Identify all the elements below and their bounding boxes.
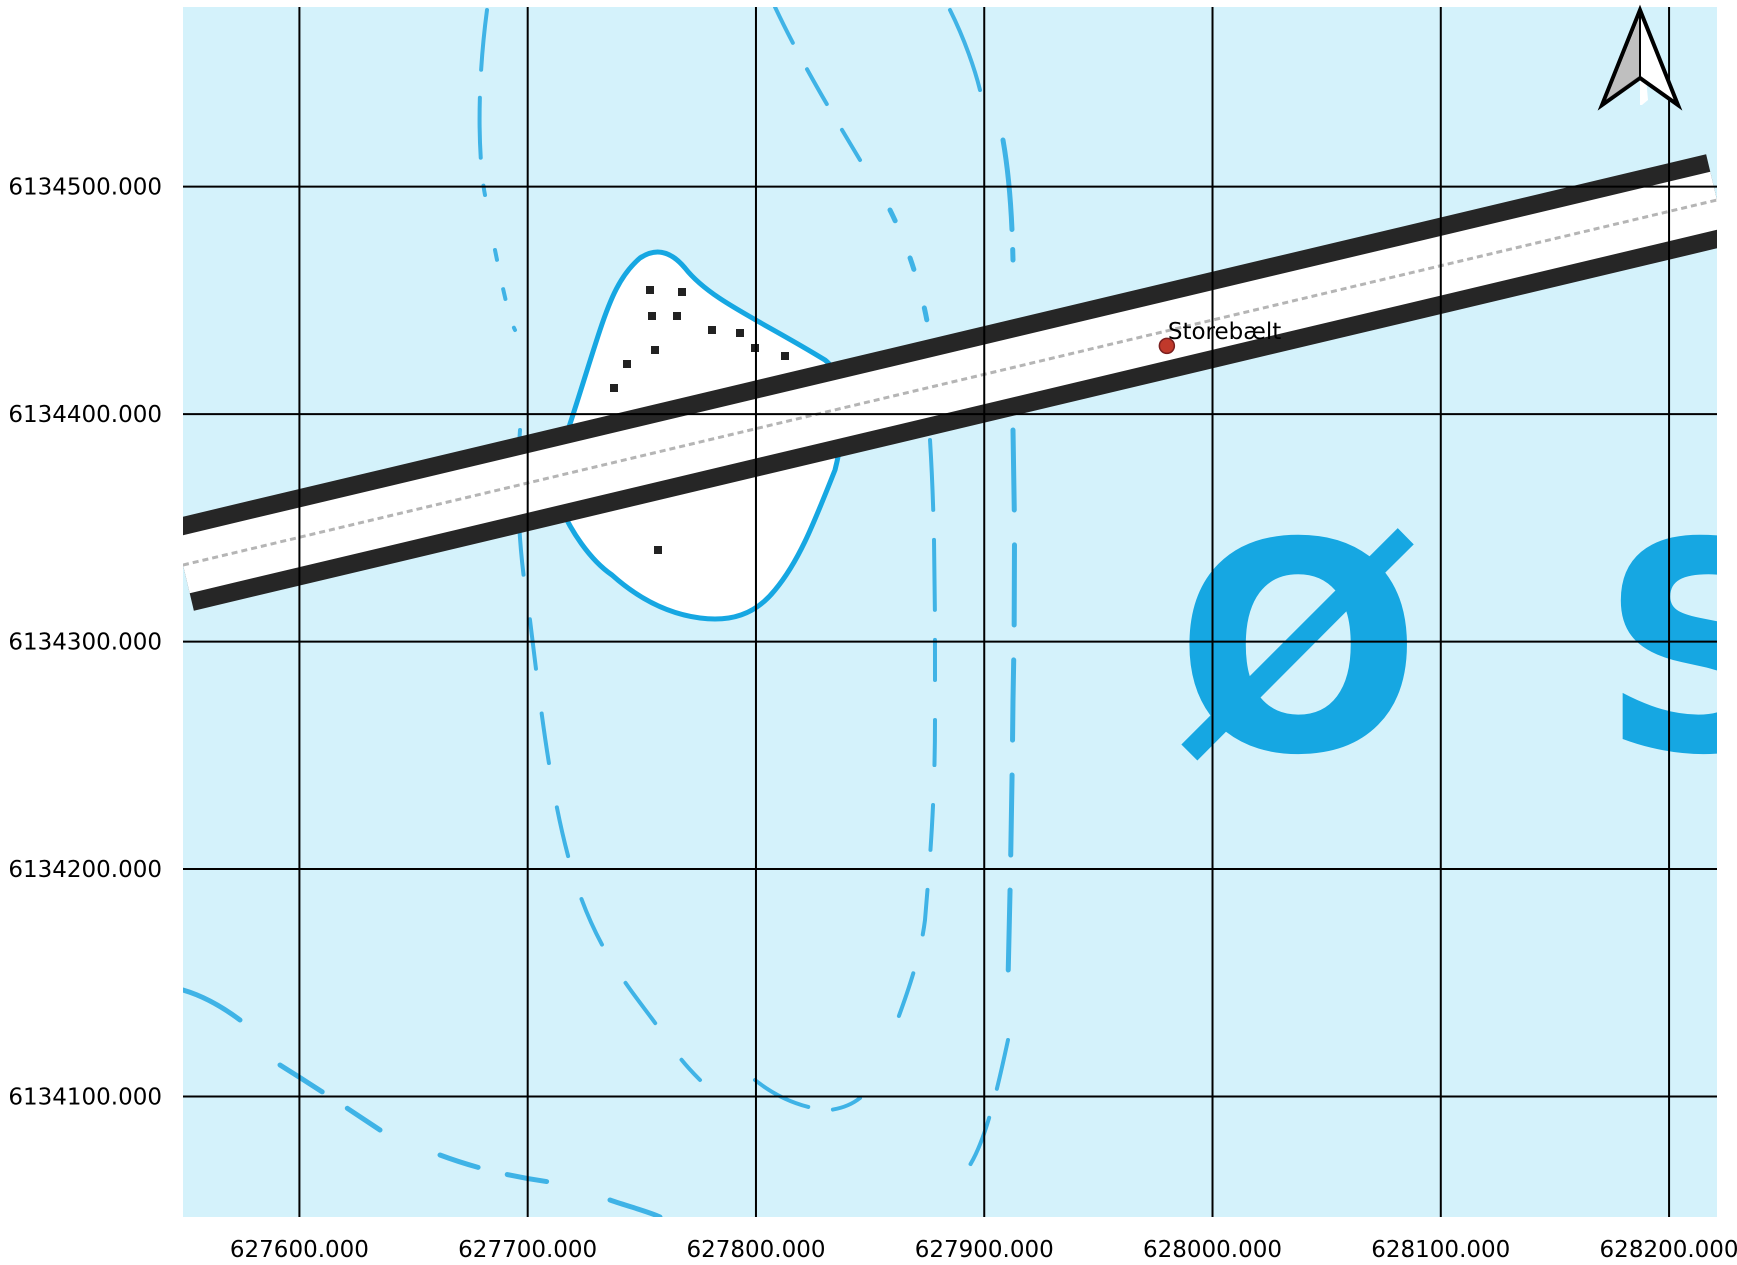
x-tick-label: 628000.000 [1143,1237,1282,1263]
y-tick-label: 6134400.000 [8,402,162,428]
x-tick-label: 627600.000 [230,1237,369,1263]
depth-contour [888,718,937,1042]
rock-mark [708,326,716,334]
depth-contour [516,428,702,1082]
depth-contour [968,1038,1010,1167]
sea-name-glyph: S [1600,482,1737,819]
rock-mark [781,352,789,360]
place-marker[interactable] [1158,337,1176,355]
rock-mark [673,312,681,320]
x-tick-label: 627800.000 [686,1237,825,1263]
x-tick-label: 627700.000 [458,1237,597,1263]
north-arrow-icon [1597,4,1683,111]
depth-contour [1000,137,1016,263]
rock-mark [623,360,631,368]
x-axis-labels: 627600.000 627700.000 627800.000 627900.000… [230,1237,1737,1263]
rock-mark [654,546,662,554]
map-layers: Ø S Storebælt [183,7,1737,1217]
x-tick-label: 628100.000 [1371,1237,1510,1263]
depth-contour [437,1152,553,1185]
sea-area [183,7,1717,1217]
great-belt-bridge [183,154,1717,611]
x-tick-label: 628200.000 [1600,1237,1737,1263]
sea-name-glyph: Ø [1175,482,1422,819]
rock-mark [646,286,654,294]
y-tick-label: 6134300.000 [8,630,162,656]
depth-contours [183,7,1017,1217]
depth-contour [183,987,243,1023]
depth-contour [1005,427,1017,983]
rock-mark [678,288,686,296]
y-tick-label: 6134200.000 [8,857,162,883]
depth-contour [773,7,862,162]
y-tick-label: 6134100.000 [8,1084,162,1110]
depth-contour [753,1078,862,1113]
rock-mark [651,346,659,354]
coordinate-grid [183,7,1717,1217]
depth-contour [277,1062,383,1133]
depth-contour [477,8,489,197]
y-tick-label: 6134500.000 [8,175,162,201]
depth-contour [607,1197,663,1217]
rock-mark [736,329,744,337]
x-tick-label: 627900.000 [915,1237,1054,1263]
place-label: Storebælt [1168,319,1281,345]
rock-mark [610,384,618,392]
depth-contour [493,248,517,332]
depth-contour [948,8,982,92]
y-axis-labels: 6134500.000 6134400.000 6134300.000 6134200… [8,175,162,1111]
rock-mark [648,312,656,320]
depth-contour [928,438,937,682]
